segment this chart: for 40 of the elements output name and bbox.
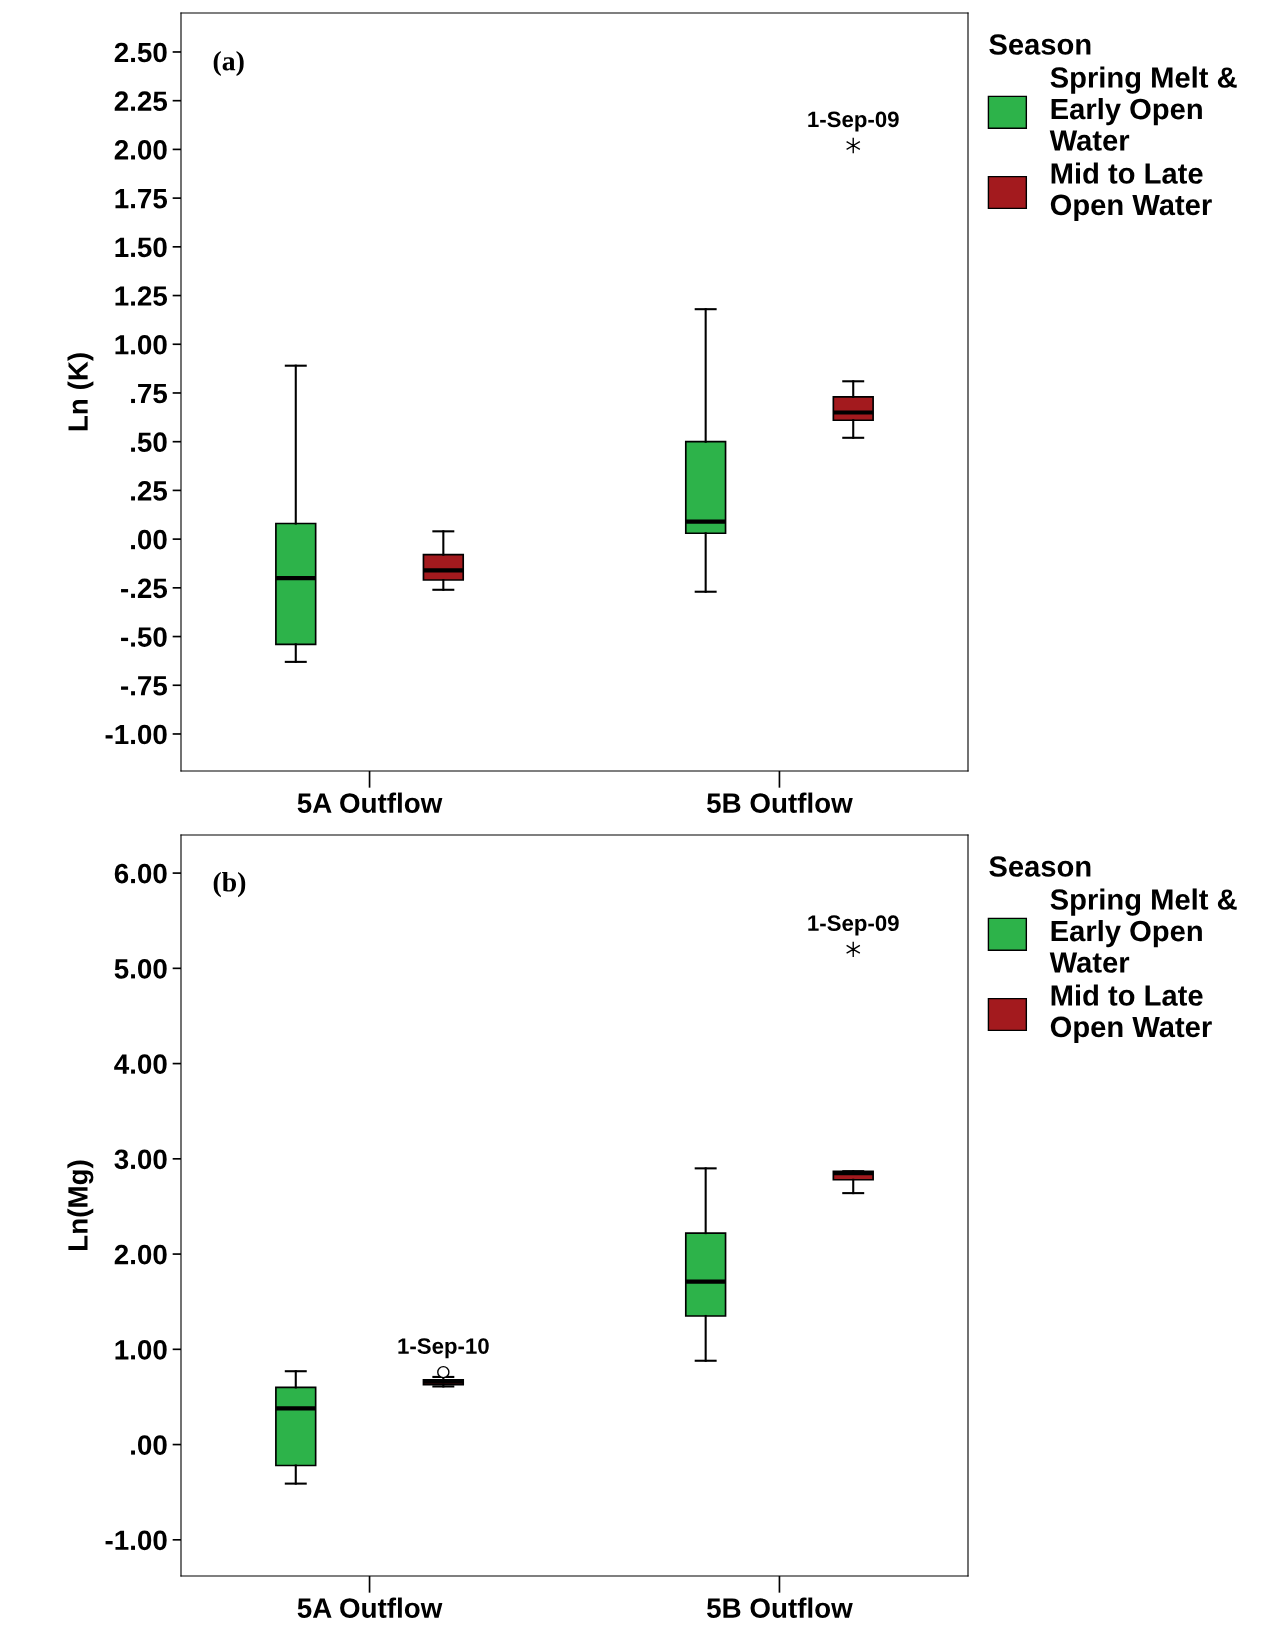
y-tick-label: 2.00 xyxy=(114,1244,167,1265)
annotation: 1-Sep-09 xyxy=(808,111,899,132)
legend-title: Season xyxy=(989,34,1091,55)
y-axis-title: Ln(Mg) xyxy=(67,1160,94,1250)
annotation: (b) xyxy=(213,872,246,898)
y-tick-label: .25 xyxy=(131,481,168,501)
x-tick-label: 5B Outflow xyxy=(707,792,853,813)
y-tick-label: 2.50 xyxy=(114,42,167,63)
legend-label: Spring Melt & Early Open Water xyxy=(1049,888,1237,973)
y-tick-label: .00 xyxy=(131,1435,167,1455)
annotation: 1-Sep-10 xyxy=(398,1338,489,1359)
legend-label: Spring Melt & Early Open Water xyxy=(1049,66,1237,151)
legend-title: Season xyxy=(989,856,1091,877)
y-tick-label: .00 xyxy=(131,529,167,550)
y-tick-label: 4.00 xyxy=(114,1054,167,1074)
legend-label: Mid to Late Open Water xyxy=(1050,162,1212,222)
y-tick-label: -.75 xyxy=(121,676,168,696)
x-tick-label: 5B Outflow xyxy=(707,1597,853,1618)
y-tick-label: 2.00 xyxy=(114,140,167,160)
y-tick-label: -1.00 xyxy=(105,724,167,745)
legend-label: Mid to Late Open Water xyxy=(1050,984,1212,1044)
y-tick-label: 2.25 xyxy=(114,91,168,112)
y-axis-title: Ln (K) xyxy=(67,353,94,431)
y-tick-label: -.25 xyxy=(121,578,168,599)
y-tick-label: -1.00 xyxy=(105,1530,167,1551)
y-tick-label: 3.00 xyxy=(114,1149,167,1170)
y-tick-label: 1.25 xyxy=(115,286,168,306)
y-tick-label: .75 xyxy=(131,383,168,404)
y-tick-label: 6.00 xyxy=(114,863,167,884)
annotation: (a) xyxy=(213,50,244,77)
x-tick-label: 5A Outflow xyxy=(297,1597,443,1618)
y-tick-label: .50 xyxy=(131,432,167,453)
y-tick-label: -.50 xyxy=(121,627,167,647)
y-tick-label: 1.00 xyxy=(115,1339,167,1360)
y-tick-label: 1.75 xyxy=(115,189,168,209)
y-tick-label: 1.00 xyxy=(115,334,167,355)
y-tick-label: 5.00 xyxy=(114,959,167,979)
x-tick-label: 5A Outflow xyxy=(297,792,443,813)
y-tick-label: 1.50 xyxy=(115,237,167,258)
annotation: 1-Sep-09 xyxy=(808,915,899,936)
